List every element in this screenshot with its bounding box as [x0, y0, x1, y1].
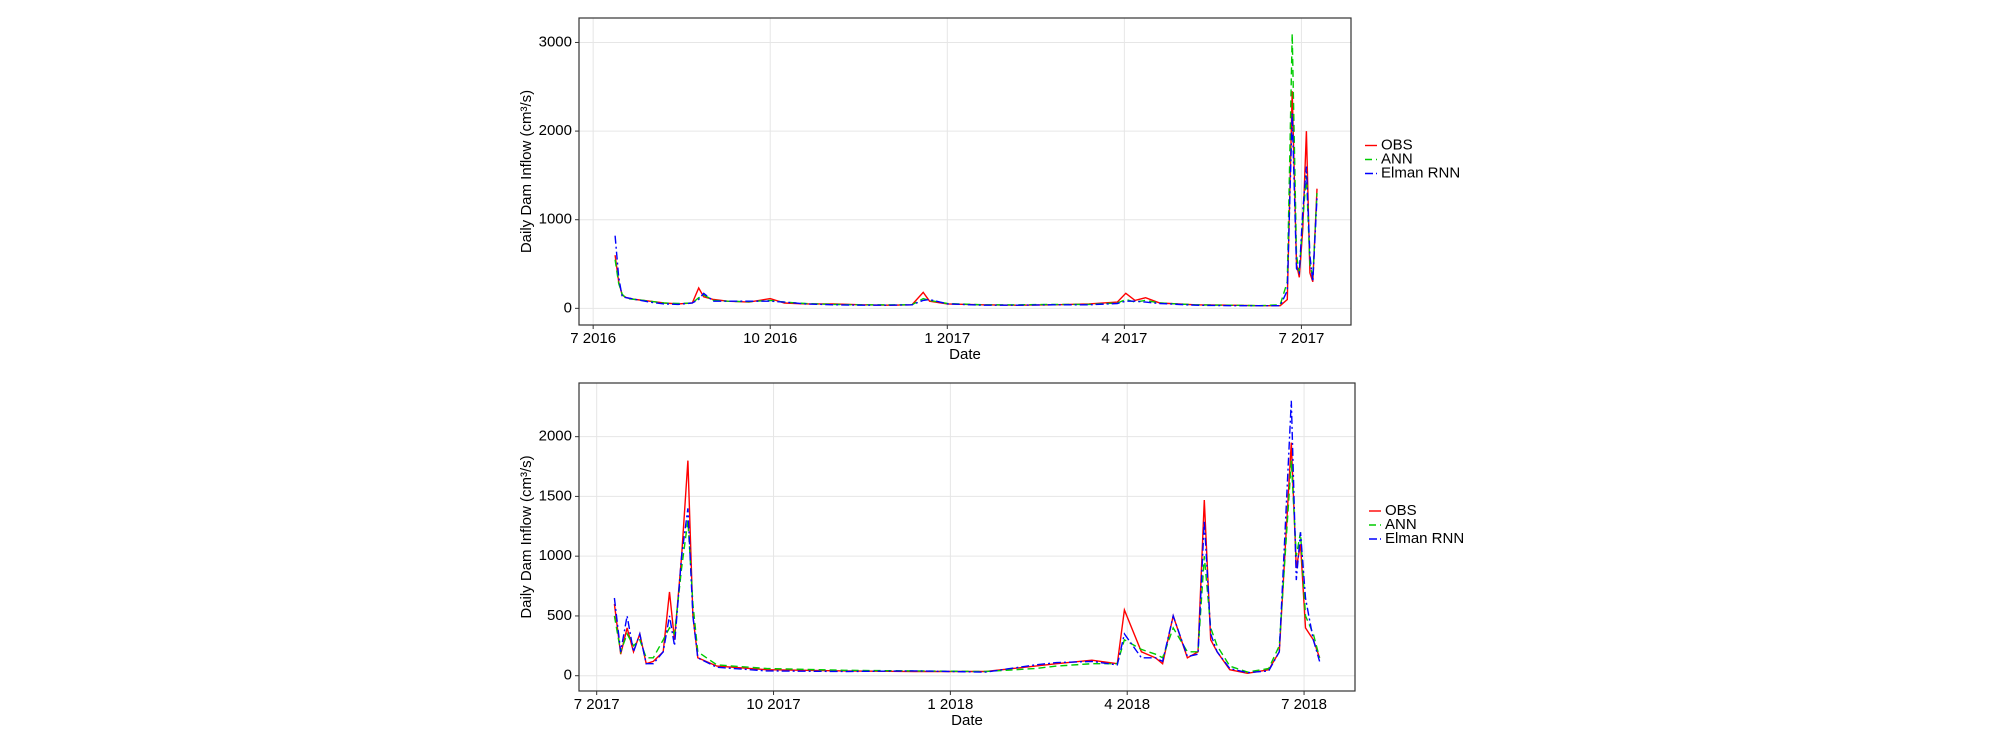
y-tick-label: 2000 — [539, 122, 572, 139]
x-tick-label: 4 2018 — [1104, 696, 1150, 713]
legend-label: OBS — [1381, 136, 1413, 153]
y-tick-label: 0 — [564, 299, 572, 316]
series-line — [613, 400, 1321, 674]
y-tick-label: 2000 — [539, 428, 572, 445]
x-tick-label: 1 2018 — [927, 696, 973, 713]
plot-border — [578, 382, 1356, 692]
x-tick-label: 7 2017 — [574, 696, 620, 713]
legend-label: ANN — [1385, 516, 1417, 533]
x-tick-label: 1 2017 — [924, 330, 970, 347]
plot-background — [579, 383, 1355, 691]
series-line — [614, 113, 1318, 307]
x-tick-label: 7 2018 — [1281, 696, 1327, 713]
plot-border — [578, 17, 1352, 326]
series-line — [613, 460, 1321, 673]
plot-background — [579, 18, 1351, 325]
legend-label: Elman RNN — [1385, 530, 1464, 547]
x-tick-label: 7 2017 — [1278, 330, 1324, 347]
legend-label: ANN — [1381, 150, 1413, 167]
legend-label: OBS — [1385, 502, 1417, 519]
series-line — [614, 33, 1318, 307]
x-tick-label: 4 2017 — [1101, 330, 1147, 347]
y-axis-label: Daily Dam Inflow (cm³/s) — [518, 455, 535, 618]
x-axis-label: Date — [949, 346, 981, 363]
y-tick-label: 1500 — [539, 487, 572, 504]
legend-label: Elman RNN — [1381, 164, 1460, 181]
x-tick-label: 10 2017 — [746, 696, 800, 713]
y-tick-label: 3000 — [539, 33, 572, 50]
x-axis-label: Date — [951, 712, 983, 729]
y-tick-label: 500 — [547, 607, 572, 624]
x-tick-label: 7 2016 — [570, 330, 616, 347]
y-tick-label: 1000 — [539, 547, 572, 564]
y-tick-label: 1000 — [539, 211, 572, 228]
y-axis-label: Daily Dam Inflow (cm³/s) — [518, 90, 535, 253]
x-tick-label: 10 2016 — [743, 330, 797, 347]
y-tick-label: 0 — [564, 667, 572, 684]
